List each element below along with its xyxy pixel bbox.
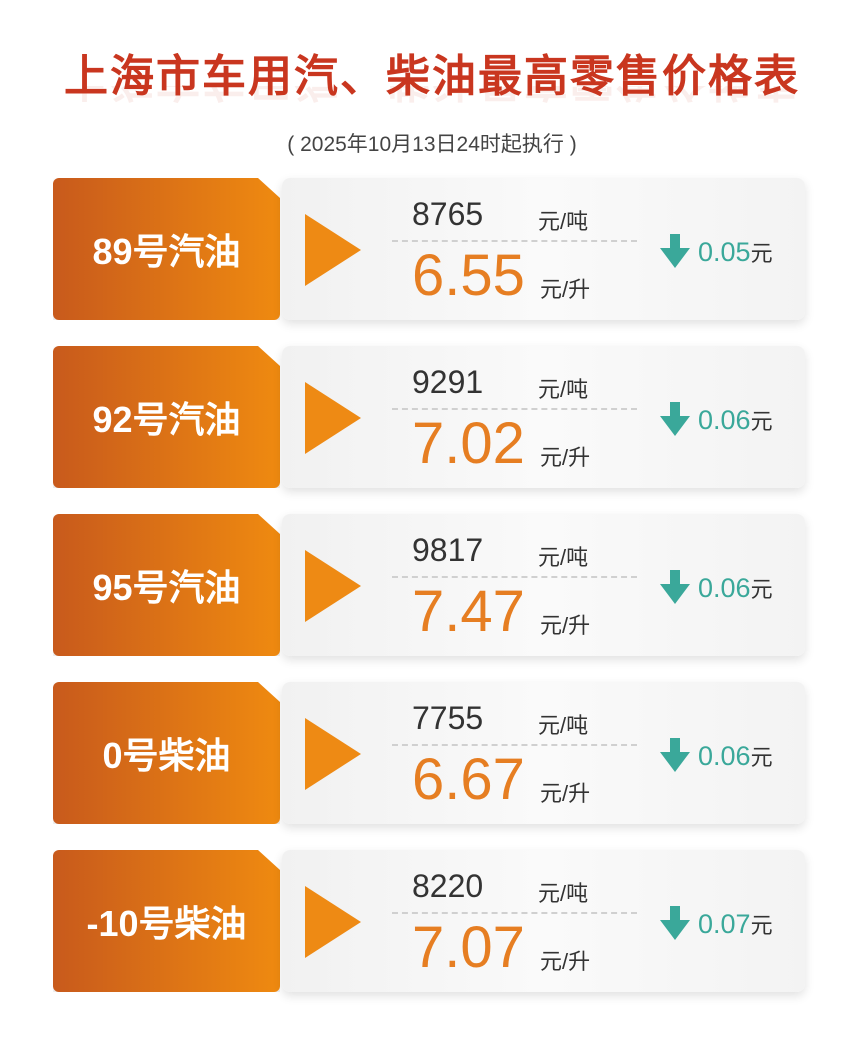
fuel-name: -10号柴油 <box>86 903 247 944</box>
arrow-down-icon <box>660 402 690 436</box>
per-litre-unit: 元/升 <box>540 949 591 974</box>
change-value: 0.05 <box>698 237 751 267</box>
page-title: 上海市车用汽、柴油最高零售价格表 <box>64 52 800 101</box>
change-value: 0.06 <box>698 573 751 603</box>
triangle-pointer-icon <box>305 718 361 790</box>
price-change: 0.06元 <box>698 572 773 604</box>
fuel-name: 92号汽油 <box>92 399 241 440</box>
price-per-litre: 7.07 <box>412 915 525 980</box>
fuel-label-block: -10号柴油 <box>53 850 280 992</box>
price-per-ton: 7755 <box>412 700 484 736</box>
price-per-ton: 8765 <box>412 196 484 232</box>
arrow-down-icon <box>660 906 690 940</box>
divider <box>392 576 637 578</box>
change-value: 0.06 <box>698 405 751 435</box>
arrow-down-icon <box>660 234 690 268</box>
effective-date: ( 2025年10月13日24时起执行 ) <box>287 133 577 156</box>
fuel-label-block: 95号汽油 <box>53 514 280 656</box>
price-card: 8220 元/吨 7.07 元/升 0.07元 <box>282 850 805 992</box>
price-change: 0.06元 <box>698 404 773 436</box>
price-per-ton: 9291 <box>412 364 484 400</box>
price-card: 7755 元/吨 6.67 元/升 0.06元 <box>282 682 805 824</box>
arrow-down-icon <box>660 738 690 772</box>
triangle-pointer-icon <box>305 886 361 958</box>
divider <box>392 240 637 242</box>
fuel-label-block: 92号汽油 <box>53 346 280 488</box>
change-unit: 元 <box>750 745 773 770</box>
change-unit: 元 <box>750 577 773 602</box>
per-ton-unit: 元/吨 <box>538 545 589 570</box>
triangle-pointer-icon <box>305 214 361 286</box>
price-per-litre: 6.55 <box>412 243 525 308</box>
per-litre-unit: 元/升 <box>540 445 591 470</box>
price-per-ton: 8220 <box>412 868 484 904</box>
divider <box>392 912 637 914</box>
per-ton-unit: 元/吨 <box>538 881 589 906</box>
price-card: 9817 元/吨 7.47 元/升 0.06元 <box>282 514 805 656</box>
change-value: 0.07 <box>698 909 751 939</box>
change-unit: 元 <box>750 409 773 434</box>
price-change: 0.05元 <box>698 236 773 268</box>
change-unit: 元 <box>750 241 773 266</box>
price-per-ton: 9817 <box>412 532 484 568</box>
price-row: -10号柴油 8220 元/吨 7.07 元/升 0.07元 <box>53 850 805 992</box>
triangle-pointer-icon <box>305 550 361 622</box>
price-per-litre: 6.67 <box>412 747 525 812</box>
arrow-down-icon <box>660 570 690 604</box>
price-row: 92号汽油 9291 元/吨 7.02 元/升 0.06元 <box>53 346 805 488</box>
title-reflection: 上海市车用汽、柴油最高零售价格表 <box>0 86 864 116</box>
fuel-name: 89号汽油 <box>92 231 241 272</box>
price-row: 89号汽油 8765 元/吨 6.55 元/升 0.05元 <box>53 178 805 320</box>
per-litre-unit: 元/升 <box>540 781 591 806</box>
per-ton-unit: 元/吨 <box>538 713 589 738</box>
price-row: 0号柴油 7755 元/吨 6.67 元/升 0.06元 <box>53 682 805 824</box>
price-card: 9291 元/吨 7.02 元/升 0.06元 <box>282 346 805 488</box>
per-litre-unit: 元/升 <box>540 277 591 302</box>
fuel-name: 0号柴油 <box>102 735 231 776</box>
fuel-label-block: 0号柴油 <box>53 682 280 824</box>
price-per-litre: 7.47 <box>412 579 525 644</box>
price-card: 8765 元/吨 6.55 元/升 0.05元 <box>282 178 805 320</box>
price-change: 0.07元 <box>698 908 773 940</box>
triangle-pointer-icon <box>305 382 361 454</box>
divider <box>392 408 637 410</box>
per-ton-unit: 元/吨 <box>538 377 589 402</box>
price-row: 95号汽油 9817 元/吨 7.47 元/升 0.06元 <box>53 514 805 656</box>
price-change: 0.06元 <box>698 740 773 772</box>
fuel-name: 95号汽油 <box>92 567 241 608</box>
fuel-label-block: 89号汽油 <box>53 178 280 320</box>
per-litre-unit: 元/升 <box>540 613 591 638</box>
divider <box>392 744 637 746</box>
change-value: 0.06 <box>698 741 751 771</box>
change-unit: 元 <box>750 913 773 938</box>
per-ton-unit: 元/吨 <box>538 209 589 234</box>
price-per-litre: 7.02 <box>412 411 525 476</box>
